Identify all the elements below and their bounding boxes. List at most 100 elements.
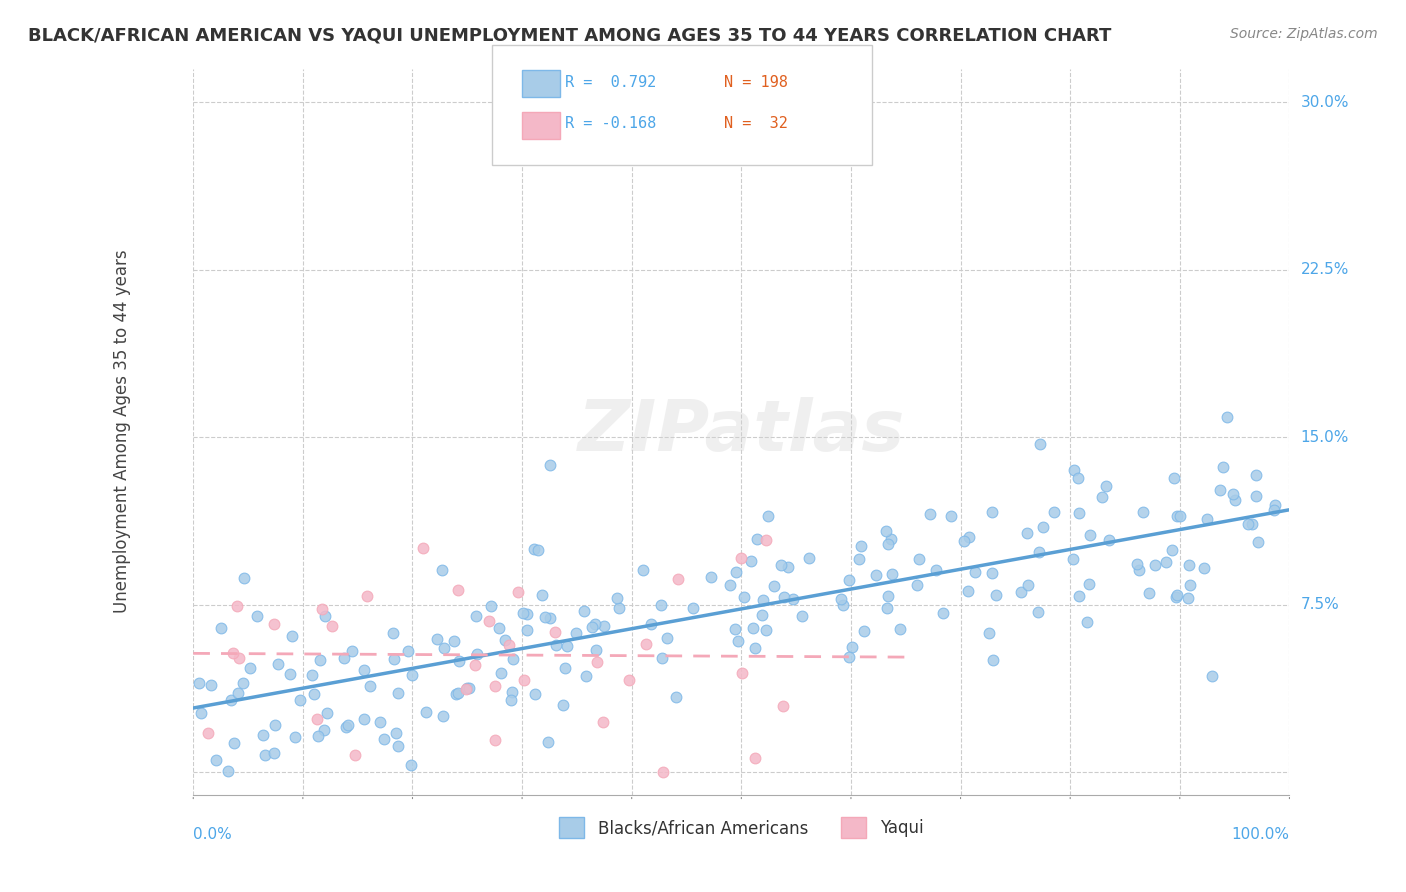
Point (368, 715, 391, 730)
Point (745, 533, 768, 547)
Point (554, 661, 576, 675)
Point (495, 633, 517, 648)
Point (516, 607, 538, 621)
Point (1032, 520, 1054, 534)
Point (1017, 578, 1039, 592)
Point (309, 653, 332, 667)
Point (527, 542, 550, 557)
Point (456, 681, 478, 695)
Point (1154, 555, 1177, 569)
Point (838, 649, 860, 664)
Point (905, 578, 928, 592)
Point (478, 615, 501, 629)
Point (634, 637, 657, 651)
Point (226, 686, 249, 700)
Point (204, 753, 226, 767)
Point (314, 723, 336, 737)
Point (965, 566, 987, 580)
Point (778, 559, 800, 574)
Point (387, 739, 409, 754)
Point (769, 558, 792, 573)
Point (1067, 471, 1090, 485)
Point (852, 624, 875, 638)
Point (513, 673, 536, 687)
Point (264, 718, 287, 732)
Point (335, 720, 357, 734)
Point (565, 625, 588, 640)
Point (1195, 511, 1218, 525)
Point (555, 639, 578, 653)
Point (246, 609, 269, 624)
Point (222, 736, 245, 750)
Point (252, 728, 274, 742)
Text: 100.0%: 100.0% (1232, 828, 1289, 842)
Point (188, 676, 211, 690)
Point (727, 633, 749, 648)
Point (1209, 483, 1232, 497)
Point (1166, 588, 1188, 602)
Point (744, 750, 766, 764)
Point (538, 458, 561, 472)
Point (730, 665, 752, 680)
Point (652, 765, 675, 780)
Point (484, 679, 506, 693)
Point (1168, 508, 1191, 523)
Point (1244, 489, 1267, 503)
Point (583, 616, 606, 631)
Point (876, 601, 898, 615)
Point (373, 731, 395, 746)
Point (733, 590, 755, 604)
Point (762, 579, 785, 593)
Point (278, 667, 301, 681)
Point (479, 599, 502, 613)
Text: 22.5%: 22.5% (1301, 262, 1348, 277)
Legend: Blacks/African Americans, Yaqui: Blacks/African Americans, Yaqui (553, 811, 929, 845)
Point (1201, 669, 1223, 683)
Point (574, 604, 596, 618)
Point (512, 607, 534, 621)
Point (523, 542, 546, 557)
Point (489, 666, 512, 681)
Point (544, 638, 567, 652)
Point (723, 622, 745, 636)
Point (981, 504, 1004, 518)
Point (530, 588, 553, 602)
Point (396, 644, 419, 658)
Point (222, 646, 245, 660)
Text: R =  0.792: R = 0.792 (565, 75, 657, 89)
Point (592, 714, 614, 729)
Point (353, 712, 375, 726)
Point (953, 533, 976, 548)
Point (725, 565, 748, 579)
Text: R = -0.168: R = -0.168 (565, 117, 657, 131)
Point (311, 601, 333, 615)
Point (284, 730, 307, 744)
Point (506, 584, 529, 599)
Point (197, 726, 219, 740)
Point (488, 622, 510, 636)
Point (1212, 460, 1234, 475)
Point (228, 650, 250, 665)
Point (977, 626, 1000, 640)
Point (415, 705, 437, 719)
Point (534, 610, 557, 624)
Point (1063, 463, 1085, 477)
Point (536, 735, 558, 749)
Text: N =  32: N = 32 (724, 117, 787, 131)
Point (381, 626, 404, 640)
Point (266, 657, 288, 672)
Point (305, 712, 328, 726)
Point (385, 726, 408, 740)
Point (200, 678, 222, 692)
Point (502, 652, 524, 666)
Point (1166, 509, 1188, 524)
Point (1222, 487, 1244, 501)
Point (1263, 503, 1285, 517)
Point (356, 589, 378, 603)
Point (444, 687, 467, 701)
Point (740, 554, 762, 568)
Point (585, 643, 607, 657)
Point (465, 609, 488, 624)
Point (1029, 437, 1052, 451)
Point (302, 687, 325, 701)
